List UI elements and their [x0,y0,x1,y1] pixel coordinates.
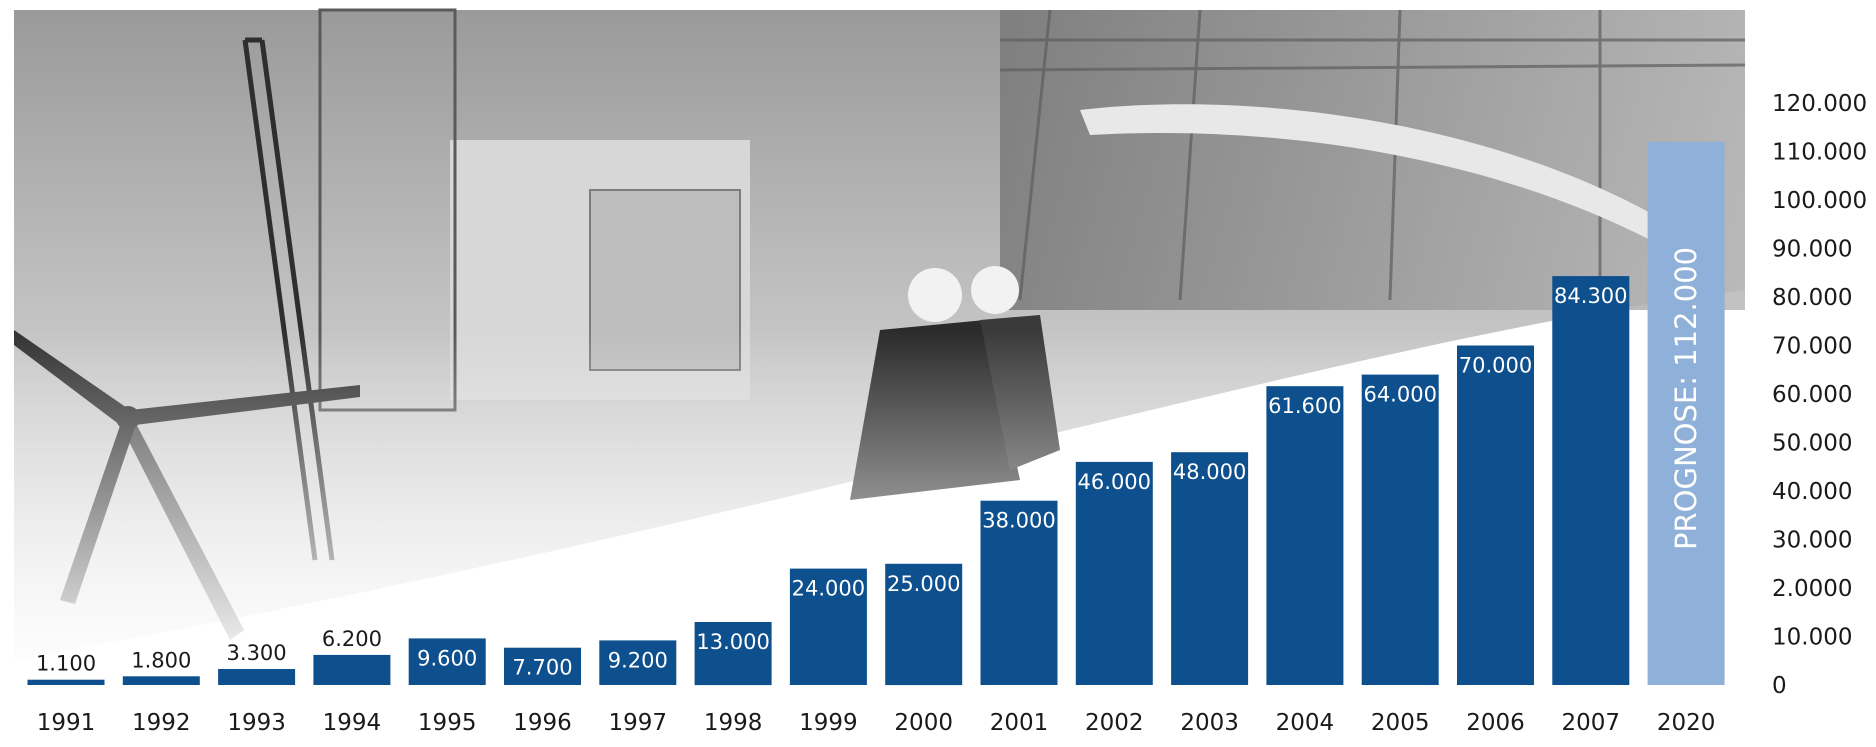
background-photo-collage [14,8,1746,690]
x-tick-label-1996: 1996 [513,710,572,736]
x-tick-label-2004: 2004 [1276,710,1335,736]
y-tick-label: 50.000 [1772,431,1852,457]
x-tick-label-1992: 1992 [132,710,191,736]
bar-2007 [1552,276,1630,685]
data-label-1996: 7.700 [512,656,572,680]
y-tick-label: 40.000 [1772,479,1852,505]
bar-labels-group: 1.100 1.800 3.300 6.200 9.600 7.700 9.200 13.00… [36,247,1703,680]
x-tick-label-2006: 2006 [1466,710,1525,736]
x-tick-label-1993: 1993 [227,710,286,736]
factory-roof-beams [999,9,1746,301]
bar-2001 [980,500,1058,685]
bar-2003 [1171,452,1249,685]
y-tick-label: 2.0000 [1772,576,1852,602]
data-label-2003: 48.000 [1173,460,1246,484]
data-label-2006: 70.000 [1459,354,1532,378]
y-tick-label: 90.000 [1772,237,1852,263]
bar-1992 [122,676,200,685]
x-tick-label-2005: 2005 [1371,710,1430,736]
data-label-2007: 84.300 [1554,284,1627,308]
data-label-2005: 64.000 [1363,383,1436,407]
factory-hall-photo [1000,10,1745,310]
data-label-2000: 25.000 [887,572,960,596]
photo-fade-overlay [14,330,1745,690]
bar-1997 [599,640,677,685]
data-label-1999: 24.000 [792,577,865,601]
bar-1994 [313,654,391,685]
bar-1993 [218,669,296,685]
data-label-1991: 1.100 [36,652,96,676]
x-tick-label-1997: 1997 [609,710,668,736]
bar-1996 [504,647,581,685]
y-tick-label: 60.000 [1772,382,1852,408]
bar-forecast-2020 [1647,141,1725,686]
data-label-2002: 46.000 [1078,470,1151,494]
bar-1991 [27,679,105,685]
x-tick-label-1999: 1999 [799,710,858,736]
x-tick-label-2001: 2001 [990,710,1049,736]
bar-1998 [694,622,772,686]
y-tick-label: 10.000 [1772,625,1852,651]
y-tick-label: 80.000 [1772,285,1852,311]
bar-1995 [408,638,486,685]
bar-1999 [789,568,867,685]
y-tick-label: 30.000 [1772,528,1852,554]
x-tick-label-2002: 2002 [1085,710,1144,736]
data-label-2004: 61.600 [1268,394,1341,418]
x-axis-tick-labels: 1991 1992 1993 1994 1995 1996 1997 1998 1999 2000… [37,710,1716,736]
bar-2002 [1075,461,1153,685]
bar-2006 [1457,345,1534,685]
data-label-1992: 1.800 [131,648,191,672]
y-tick-label: 120.000 [1772,91,1867,117]
x-tick-label-2020: 2020 [1657,710,1716,736]
bar-2005 [1361,374,1439,685]
x-tick-label-1994: 1994 [323,710,382,736]
x-tick-label-2000: 2000 [894,710,953,736]
data-label-1998: 13.000 [696,630,769,654]
bars-group [27,141,1725,686]
bar-2004 [1266,386,1344,685]
y-tick-label: 70.000 [1772,334,1852,360]
bar-2000 [885,563,963,686]
x-tick-label-2007: 2007 [1562,710,1621,736]
data-label-1994: 6.200 [322,627,382,651]
y-tick-label: 110.000 [1772,140,1867,166]
rotor-blade-shape [1080,104,1680,246]
data-label-1997: 9.200 [608,648,668,672]
data-label-1993: 3.300 [227,641,287,665]
data-label-2001: 38.000 [982,509,1055,533]
y-tick-label: 0 [1772,673,1787,699]
x-tick-label-2003: 2003 [1180,710,1239,736]
y-axis-tick-labels: 0 10.000 2.0000 30.000 40.000 50.000 60.000 70.… [1772,91,1867,699]
data-label-1995: 9.600 [417,646,477,670]
x-tick-label-1998: 1998 [704,710,763,736]
y-tick-label: 100.000 [1772,188,1867,214]
x-tick-label-1991: 1991 [37,710,96,736]
forecast-label: PROGNOSE: 112.000 [1669,247,1703,550]
x-tick-label-1995: 1995 [418,710,477,736]
